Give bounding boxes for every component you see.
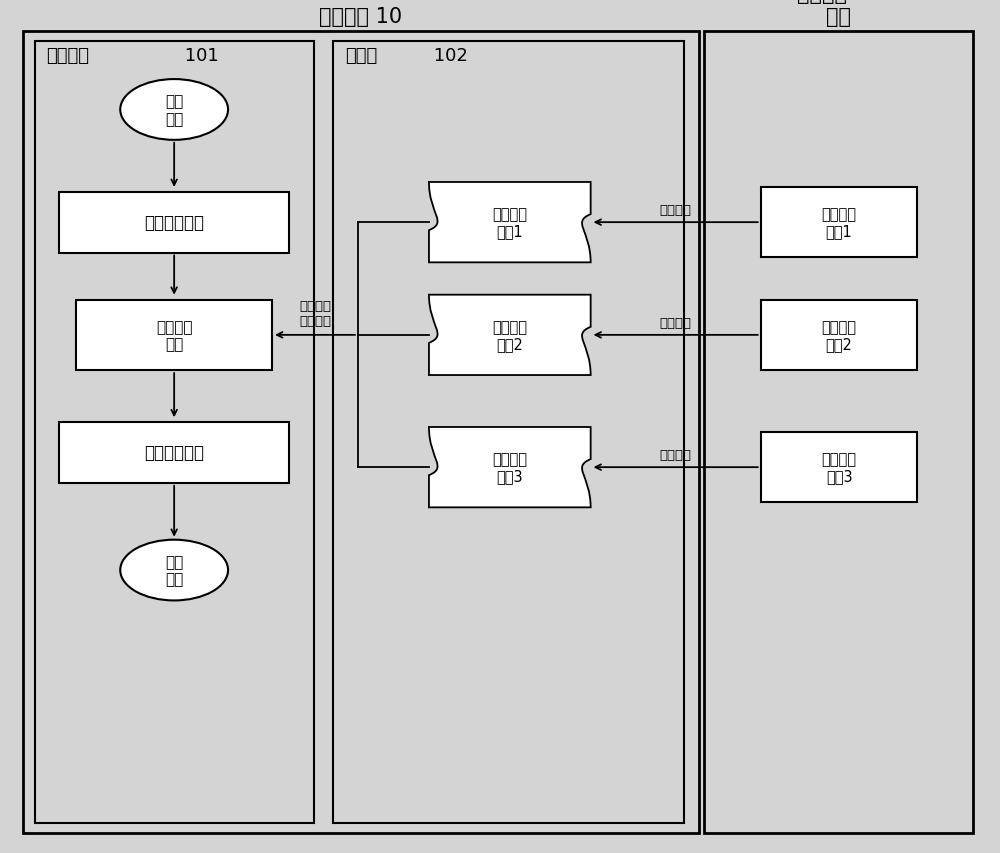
Text: 动态加载
模块: 动态加载 模块 — [156, 319, 192, 351]
FancyBboxPatch shape — [59, 193, 289, 253]
Text: 转储业务
规则3: 转储业务 规则3 — [492, 451, 527, 484]
FancyBboxPatch shape — [23, 32, 699, 833]
Text: 业务规则
模块2: 业务规则 模块2 — [822, 319, 857, 351]
Ellipse shape — [120, 540, 228, 601]
Text: 转储业务
规则2: 转储业务 规则2 — [492, 319, 527, 351]
FancyBboxPatch shape — [76, 300, 272, 371]
Text: 数据库: 数据库 — [345, 47, 377, 65]
Text: 文件转储: 文件转储 — [660, 316, 692, 329]
FancyBboxPatch shape — [59, 422, 289, 484]
Text: 电子设备 10
外部: 电子设备 10 外部 — [797, 0, 880, 27]
Text: 反向转储
加载模块: 反向转储 加载模块 — [299, 299, 331, 328]
Text: 功能模块: 功能模块 — [46, 47, 89, 65]
Text: 业务规则
模块1: 业务规则 模块1 — [822, 206, 857, 239]
Text: 输入数据检查: 输入数据检查 — [144, 214, 204, 232]
Text: 通用逻辑处理: 通用逻辑处理 — [144, 444, 204, 462]
Text: 文件转储: 文件转储 — [660, 449, 692, 461]
Text: 转储业务
规则1: 转储业务 规则1 — [492, 206, 527, 239]
FancyBboxPatch shape — [333, 42, 684, 823]
FancyBboxPatch shape — [704, 32, 973, 833]
Text: 业务规则
模块3: 业务规则 模块3 — [822, 451, 857, 484]
PathPatch shape — [429, 427, 591, 508]
PathPatch shape — [429, 295, 591, 375]
PathPatch shape — [429, 183, 591, 263]
Text: 101: 101 — [179, 47, 218, 65]
Text: 文件转储: 文件转储 — [660, 204, 692, 217]
FancyBboxPatch shape — [761, 188, 917, 258]
Ellipse shape — [120, 80, 228, 141]
Text: 电子设备 10: 电子设备 10 — [319, 7, 402, 27]
Text: 流程
开始: 流程 开始 — [165, 94, 183, 126]
FancyBboxPatch shape — [34, 42, 314, 823]
FancyBboxPatch shape — [761, 300, 917, 371]
FancyBboxPatch shape — [761, 432, 917, 503]
Text: 102: 102 — [428, 47, 468, 65]
Text: 流程
结束: 流程 结束 — [165, 554, 183, 587]
